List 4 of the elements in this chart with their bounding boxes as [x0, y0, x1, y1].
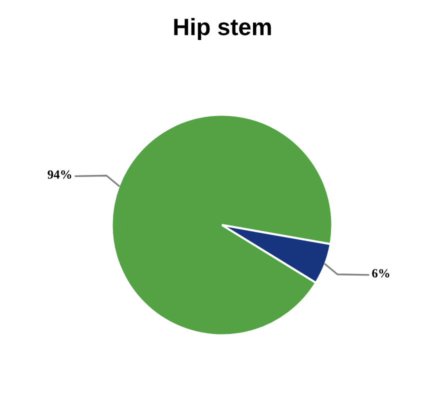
- chart-title: Hip stem: [174, 18, 271, 40]
- data-label: 94%: [48, 170, 72, 179]
- pie-slice: [110, 114, 334, 336]
- data-label: 6%: [372, 269, 390, 278]
